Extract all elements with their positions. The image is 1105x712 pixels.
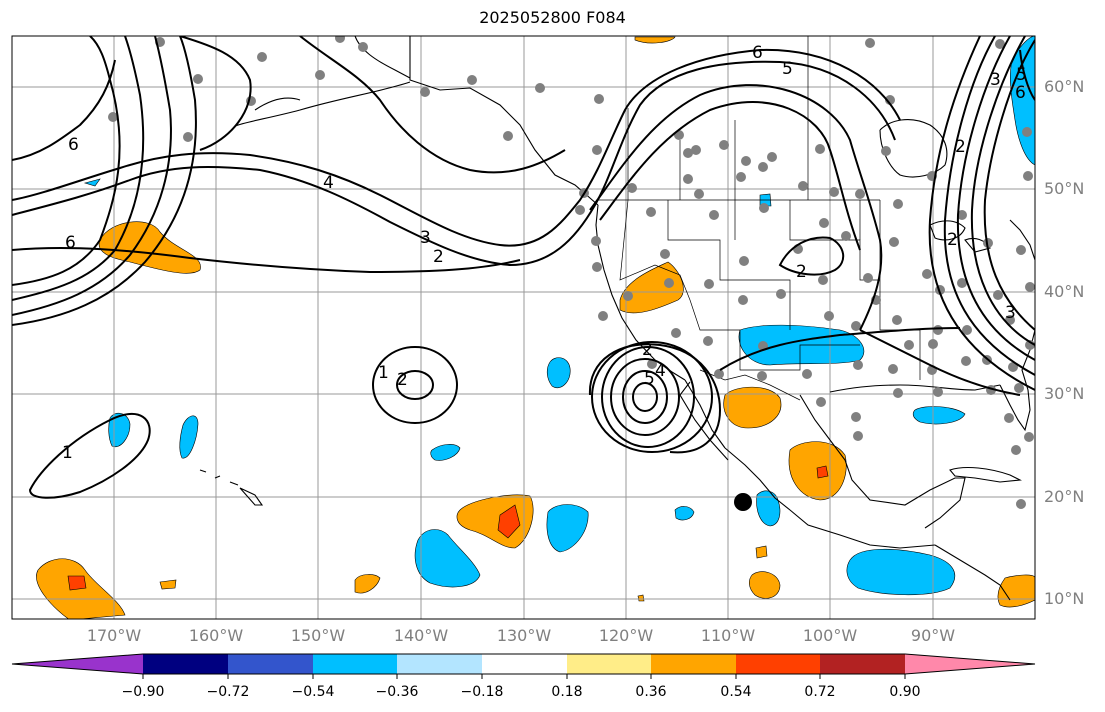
lat-label: 50°N xyxy=(1044,179,1085,198)
station-markers xyxy=(108,36,1035,509)
coastline-alaska xyxy=(409,36,599,206)
contour-label: 6 xyxy=(65,233,76,253)
colorbar-extend-max xyxy=(905,654,1035,674)
lat-label: 60°N xyxy=(1044,77,1085,96)
lon-label: 100°W xyxy=(802,626,858,645)
colorbar-tick-label: 0.90 xyxy=(889,684,921,700)
colorbar-segment xyxy=(820,654,905,674)
contour-label: 6 xyxy=(752,43,763,63)
highlight-marker xyxy=(734,493,752,511)
colorbar-tick-label: −0.72 xyxy=(206,684,250,700)
colorbar-segment xyxy=(313,654,397,674)
contour-label: 2 xyxy=(642,340,653,360)
map-panel: 6 5 4 3 2 2 1 1 2 2 5 4 6 2 6 5 3 2 3 6 xyxy=(12,36,1035,619)
coastline-gulf xyxy=(799,384,1001,529)
colorbar-segment xyxy=(143,654,228,674)
contour-label: 1 xyxy=(378,363,389,383)
colorbar-tick-label: −0.54 xyxy=(291,684,335,700)
lon-label: 120°W xyxy=(598,626,654,645)
colorbar-tick-label: −0.36 xyxy=(375,684,419,700)
contour-label: 5 xyxy=(1016,65,1027,85)
fill-positive xyxy=(749,571,781,599)
coastline-bering xyxy=(354,36,411,79)
colorbar-tick-label: 0.54 xyxy=(720,684,752,700)
fill-positive xyxy=(634,36,676,44)
fill-positive-red xyxy=(497,504,521,539)
contour-label: 2 xyxy=(955,137,966,157)
contour-label: 3 xyxy=(1005,303,1016,323)
lon-label: 90°W xyxy=(910,626,956,645)
colorbar-segment xyxy=(651,654,736,674)
colorbar-segment xyxy=(482,654,567,674)
fill-negative xyxy=(179,415,199,459)
lat-label: 30°N xyxy=(1044,384,1085,403)
fill-negative xyxy=(546,504,589,553)
contour-label: 4 xyxy=(323,173,334,193)
coastline-mexico xyxy=(724,447,936,549)
coastline-alaska-peninsula xyxy=(234,81,411,127)
lat-label: 20°N xyxy=(1044,487,1085,506)
colorbar-segment xyxy=(567,654,651,674)
lat-label: 40°N xyxy=(1044,282,1085,301)
coastline-baja xyxy=(679,379,729,461)
fill-positive xyxy=(159,579,177,590)
colorbar-tick-label: −0.18 xyxy=(460,684,504,700)
colorbar-segment xyxy=(228,654,313,674)
contour-lines xyxy=(12,36,1035,499)
lon-label: 160°W xyxy=(188,626,244,645)
contour-label: 2 xyxy=(947,230,958,250)
colorbar-extend-min xyxy=(12,654,143,674)
fill-negative xyxy=(674,506,695,521)
fill-positive-red xyxy=(816,465,829,479)
map-title: 2025052800 F084 xyxy=(479,8,626,27)
colorbar-tick-label: 0.72 xyxy=(804,684,836,700)
fill-negative xyxy=(546,357,571,388)
colorbar-segment xyxy=(397,654,482,674)
fill-negative xyxy=(83,178,101,187)
lon-label: 110°W xyxy=(700,626,756,645)
fill-negative xyxy=(912,406,966,425)
lon-label: 140°W xyxy=(393,626,449,645)
colorbar-tick-label: 0.36 xyxy=(635,684,667,700)
coastline-hudson xyxy=(879,119,948,178)
islands-hawaii xyxy=(199,469,264,506)
lat-label: 10°N xyxy=(1044,589,1085,608)
contour-label: 3 xyxy=(420,228,431,248)
contour-label: 2 xyxy=(433,247,444,267)
map-frame xyxy=(11,35,1036,620)
colorbar-segment xyxy=(736,654,820,674)
coastline-central-america xyxy=(934,544,1011,601)
contour-label: 6 xyxy=(68,135,79,155)
fill-positive xyxy=(619,261,684,314)
colorbar xyxy=(11,653,1036,679)
fill-positive xyxy=(354,574,381,594)
fill-negative xyxy=(430,444,461,461)
contour-label: 5 xyxy=(782,59,793,79)
fill-negative xyxy=(414,529,481,588)
lon-label: 170°W xyxy=(86,626,142,645)
lon-label: 130°W xyxy=(496,626,552,645)
lon-label: 150°W xyxy=(290,626,346,645)
contour-label: 2 xyxy=(796,262,807,282)
fill-positive-red xyxy=(67,575,87,591)
colorbar-tick-label: 0.18 xyxy=(551,684,583,700)
fill-negative xyxy=(846,548,955,596)
fill-positive xyxy=(755,545,768,559)
contour-label: 2 xyxy=(397,370,408,390)
great-lakes xyxy=(929,220,991,253)
contour-labels: 6 5 4 3 2 2 1 1 2 2 5 4 6 2 6 5 3 2 3 6 xyxy=(62,43,1027,463)
contour-label: 6 xyxy=(1015,83,1026,103)
contour-label: 5 xyxy=(644,369,655,389)
colorbar-tick-label: −0.90 xyxy=(121,684,165,700)
fill-positive xyxy=(637,594,645,602)
contour-label: 3 xyxy=(990,70,1001,90)
coastline-cuba xyxy=(949,466,1022,483)
contour-label: 1 xyxy=(62,443,73,463)
contour-label: 4 xyxy=(655,361,666,381)
